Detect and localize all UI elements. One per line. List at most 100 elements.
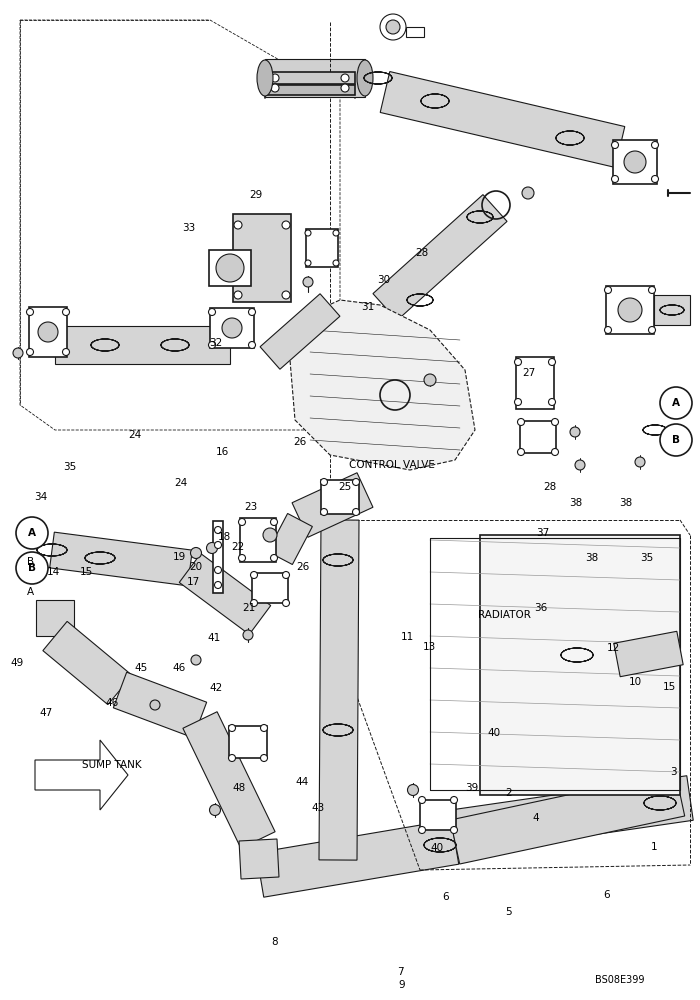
Polygon shape xyxy=(183,712,275,848)
Circle shape xyxy=(451,796,458,804)
Bar xyxy=(210,308,254,348)
Text: 46: 46 xyxy=(173,663,186,673)
Ellipse shape xyxy=(618,298,642,322)
Text: 29: 29 xyxy=(250,190,262,200)
Text: 24: 24 xyxy=(129,430,141,440)
Circle shape xyxy=(214,542,221,548)
Circle shape xyxy=(209,308,216,316)
Circle shape xyxy=(271,84,279,92)
Circle shape xyxy=(248,308,256,316)
Circle shape xyxy=(16,552,48,584)
Polygon shape xyxy=(292,473,373,537)
Circle shape xyxy=(206,542,218,554)
Circle shape xyxy=(305,260,311,266)
Circle shape xyxy=(333,230,339,236)
Text: 34: 34 xyxy=(34,492,47,502)
Circle shape xyxy=(234,221,242,229)
Circle shape xyxy=(605,326,612,334)
Circle shape xyxy=(407,784,419,796)
Ellipse shape xyxy=(38,322,58,342)
Text: 43: 43 xyxy=(312,803,324,813)
Circle shape xyxy=(552,418,559,426)
Text: 8: 8 xyxy=(271,937,278,947)
Circle shape xyxy=(271,74,279,82)
Text: 2: 2 xyxy=(505,788,512,798)
Circle shape xyxy=(648,326,655,334)
Circle shape xyxy=(660,387,692,419)
Circle shape xyxy=(353,508,360,516)
Text: 16: 16 xyxy=(216,447,229,457)
Circle shape xyxy=(549,398,556,406)
Text: 6: 6 xyxy=(442,892,449,902)
Text: SUMP TANK: SUMP TANK xyxy=(82,760,142,770)
Circle shape xyxy=(612,176,619,182)
Polygon shape xyxy=(36,600,74,636)
Circle shape xyxy=(522,187,534,199)
Text: 26: 26 xyxy=(293,437,306,447)
Circle shape xyxy=(303,277,313,287)
Polygon shape xyxy=(265,59,365,97)
Text: 21: 21 xyxy=(243,603,256,613)
Circle shape xyxy=(260,724,267,732)
Polygon shape xyxy=(55,326,230,364)
Circle shape xyxy=(150,700,160,710)
Polygon shape xyxy=(256,820,458,897)
Text: 42: 42 xyxy=(209,683,222,693)
Circle shape xyxy=(239,518,246,526)
Circle shape xyxy=(549,359,556,365)
Text: 28: 28 xyxy=(544,482,556,492)
Text: B: B xyxy=(672,435,680,445)
Circle shape xyxy=(341,74,349,82)
Bar xyxy=(213,521,223,593)
Circle shape xyxy=(62,349,69,356)
Circle shape xyxy=(652,176,659,182)
Circle shape xyxy=(341,84,349,92)
Polygon shape xyxy=(614,631,683,677)
Ellipse shape xyxy=(624,151,646,173)
Text: 18: 18 xyxy=(218,532,230,542)
Circle shape xyxy=(514,398,522,406)
Circle shape xyxy=(424,374,436,386)
Circle shape xyxy=(386,20,400,34)
Text: 10: 10 xyxy=(629,677,642,687)
Text: 7: 7 xyxy=(397,967,404,977)
Polygon shape xyxy=(450,772,685,864)
Circle shape xyxy=(517,418,524,426)
Text: 12: 12 xyxy=(607,643,620,653)
Text: 15: 15 xyxy=(663,682,676,692)
Circle shape xyxy=(251,599,258,606)
Circle shape xyxy=(260,754,267,762)
Text: 14: 14 xyxy=(47,567,60,577)
Circle shape xyxy=(605,286,612,294)
Circle shape xyxy=(321,508,328,516)
Bar xyxy=(265,72,355,84)
Text: 4: 4 xyxy=(533,813,540,823)
Circle shape xyxy=(380,14,406,40)
Polygon shape xyxy=(113,672,206,738)
Circle shape xyxy=(575,460,585,470)
Text: 27: 27 xyxy=(523,368,536,378)
Text: 28: 28 xyxy=(416,248,428,258)
Text: B: B xyxy=(28,563,36,573)
Circle shape xyxy=(228,724,235,732)
Circle shape xyxy=(282,221,290,229)
Bar xyxy=(233,214,291,302)
Text: 48: 48 xyxy=(233,783,246,793)
Text: A: A xyxy=(28,528,36,538)
Text: 22: 22 xyxy=(232,542,244,552)
Text: 20: 20 xyxy=(190,562,202,572)
Circle shape xyxy=(333,260,339,266)
Circle shape xyxy=(652,141,659,148)
Text: 39: 39 xyxy=(466,783,478,793)
Circle shape xyxy=(635,457,645,467)
Circle shape xyxy=(214,526,221,534)
Text: 41: 41 xyxy=(208,633,220,643)
Bar xyxy=(406,27,424,37)
Polygon shape xyxy=(319,520,359,860)
Circle shape xyxy=(419,826,426,834)
Circle shape xyxy=(552,448,559,456)
Text: 23: 23 xyxy=(244,502,257,512)
Circle shape xyxy=(209,804,220,816)
Circle shape xyxy=(270,518,277,526)
Bar xyxy=(229,726,267,758)
